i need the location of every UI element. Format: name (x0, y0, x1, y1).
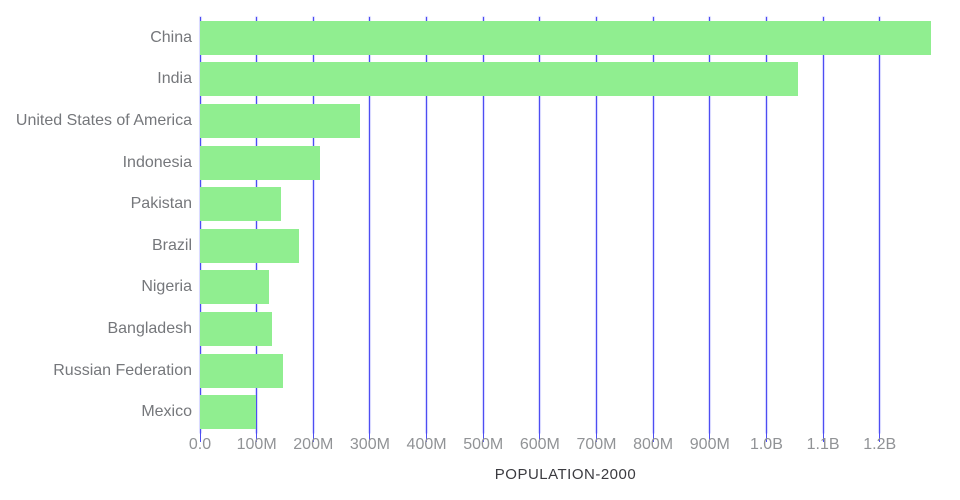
x-tick-label: 700M (576, 436, 617, 453)
x-tick-label: 1.0B (749, 436, 783, 453)
bar-india (200, 62, 799, 97)
bar-row (200, 142, 931, 184)
gridline (822, 17, 824, 433)
category-label: Bangladesh (107, 319, 192, 337)
category-label: Brazil (151, 236, 192, 254)
x-tick-mark (369, 433, 371, 442)
x-tick-label: 0.0 (188, 436, 212, 453)
x-axis-tick-labels: 0.0 100M 200M 300M 400M 500M 600M 700M 800M 900M 1… (189, 436, 931, 456)
x-tick-label: 100M (236, 436, 277, 453)
category-label: Indonesia (122, 153, 192, 171)
gridline (709, 17, 711, 433)
category-label: Mexico (141, 403, 192, 421)
x-tick-mark (482, 433, 484, 442)
x-tick-mark (256, 433, 258, 442)
x-tick-mark (879, 433, 881, 442)
x-tick-mark (539, 433, 541, 442)
gridline (426, 17, 428, 433)
bar-row (200, 225, 931, 267)
x-axis-tick-marks (199, 433, 931, 442)
x-tick-label: 1.2B (863, 436, 897, 453)
x-tick-label: 900M (689, 436, 730, 453)
bar-brazil (200, 228, 299, 263)
x-tick-mark (595, 433, 597, 442)
gridline (652, 17, 654, 433)
bar-bangladesh (200, 311, 273, 346)
x-tick-mark (709, 433, 711, 442)
x-tick-label: 300M (349, 436, 390, 453)
x-tick-mark (426, 433, 428, 442)
x-tick-mark (312, 433, 314, 442)
bar-row (200, 17, 931, 59)
bar-row (200, 350, 931, 392)
bar-row (200, 308, 931, 350)
bar-indonesia (200, 145, 320, 180)
x-tick-label: 200M (293, 436, 334, 453)
bar-row (200, 391, 931, 433)
gridline (369, 17, 371, 433)
category-label: Pakistan (130, 195, 192, 213)
x-axis-title: POPULATION-2000 (494, 466, 637, 483)
gridline (765, 17, 767, 433)
gridline (312, 17, 314, 433)
bar-united-states-of-america (200, 103, 360, 138)
x-tick-label: 800M (633, 436, 674, 453)
gridline (539, 17, 541, 433)
category-label: China (150, 28, 192, 46)
category-label: India (157, 70, 192, 88)
plot-area (199, 17, 931, 433)
category-label: Nigeria (141, 278, 192, 296)
bar-mexico (200, 395, 257, 430)
x-tick-mark (765, 433, 767, 442)
x-tick-label: 400M (406, 436, 447, 453)
category-label: Russian Federation (53, 361, 192, 379)
bar-row (200, 59, 931, 101)
bar-row (200, 100, 931, 142)
bar-pakistan (200, 187, 281, 222)
gridline (595, 17, 597, 433)
x-tick-mark (652, 433, 654, 442)
bar-russian-federation (200, 353, 283, 388)
gridline (879, 17, 881, 433)
x-tick-label: 600M (519, 436, 560, 453)
bar-row (200, 183, 931, 225)
y-axis-category-labels: China India United States of America Indone… (0, 17, 192, 433)
bar-row (200, 267, 931, 309)
gridline (482, 17, 484, 433)
x-tick-mark (822, 433, 824, 442)
x-tick-label: 500M (463, 436, 504, 453)
y-axis-line (199, 17, 201, 433)
gridline (256, 17, 258, 433)
bar-rows (200, 17, 931, 433)
category-label: United States of America (15, 111, 192, 129)
x-tick-label: 1.1B (806, 436, 840, 453)
x-tick-mark (199, 433, 201, 442)
bar-china (200, 20, 931, 55)
bar-nigeria (200, 270, 270, 305)
